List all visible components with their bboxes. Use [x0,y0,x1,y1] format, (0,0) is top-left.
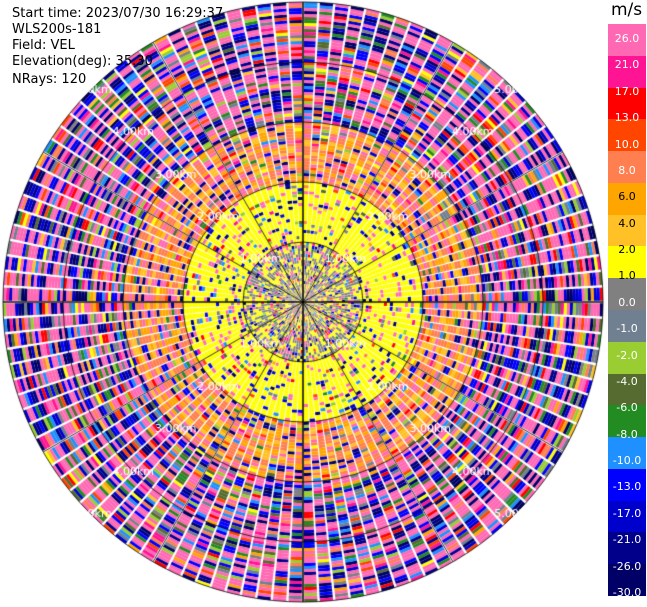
nrays-label: NRays: 120 [12,72,87,87]
colorbar-segment [608,405,646,438]
colorbar-segment [608,87,646,120]
field-label: Field: VEL [12,38,75,53]
colorbar-tick-label: -2.0 [616,348,638,362]
colorbar-segment [608,437,646,470]
colorbar-tick-label: 4.0 [618,216,636,230]
colorbar-segment [608,214,646,247]
colorbar-segment [608,310,646,343]
colorbar-tick-label: 10.0 [614,137,640,151]
colorbar-segment [608,373,646,406]
colorbar-segment [608,246,646,279]
colorbar-tick-label: 0.0 [618,295,636,309]
colorbar-tick-label: -1.0 [616,322,638,336]
colorbar-segment [608,55,646,89]
colorbar-segment [608,119,646,152]
colorbar-tick-label: -21.0 [612,533,642,547]
colorbar: 26.0 21.0 17.0 13.0 10.0 8.0 6.0 4.0 2.0 1.0 0.0 -1… [608,24,646,599]
colorbar-tick-label: -30.0 [612,586,642,599]
colorbar-tick-label: 6.0 [618,190,636,204]
colorbar-segment [608,468,646,502]
colorbar-segment [608,151,646,184]
instrument-label: WLS200s-181 [12,22,102,37]
colorbar-tick-label: -13.0 [612,480,642,494]
colorbar-tick-label: -17.0 [612,506,642,520]
colorbar-tick-label: -6.0 [616,401,638,415]
colorbar-tick-label: 17.0 [614,84,640,98]
start-time-label: Start time: 2023/07/30 16:29:37 [12,6,224,21]
colorbar-title: m/s [611,0,643,20]
colorbar-tick-label: 21.0 [614,58,640,72]
colorbar-segment [608,278,646,311]
colorbar-tick-label: 26.0 [614,32,640,45]
ppi-velocity-plot [0,0,608,607]
colorbar-tick-label: -8.0 [616,427,638,441]
colorbar-tick-label: 13.0 [614,111,640,125]
colorbar-segment [608,341,646,375]
colorbar-tick-label: 2.0 [618,243,636,257]
colorbar-tick-label: 1.0 [618,269,636,283]
colorbar-segment [608,182,646,216]
colorbar-tick-label: -4.0 [616,374,638,388]
colorbar-tick-label: -26.0 [612,559,642,573]
colorbar-tick-label: -10.0 [612,454,642,468]
colorbar-segment [608,24,646,57]
elevation-label: Elevation(deg): 35.30 [12,54,153,69]
colorbar-segment [608,532,646,565]
colorbar-segment [608,564,646,597]
colorbar-tick-label: 8.0 [618,163,636,177]
colorbar-segment [608,500,646,533]
